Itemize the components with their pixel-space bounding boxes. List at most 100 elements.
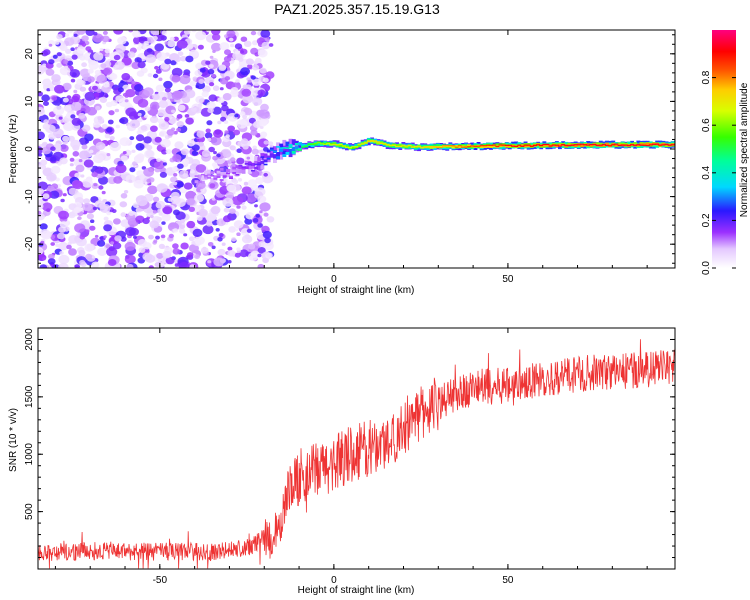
noise-cell xyxy=(124,149,132,156)
noise-cell xyxy=(177,163,184,169)
noise-cell xyxy=(263,212,269,217)
snr-frame xyxy=(37,327,676,570)
noise-cell xyxy=(161,213,171,222)
noise-cell xyxy=(84,243,95,252)
noise-cell xyxy=(259,67,267,74)
noise-cell xyxy=(109,73,118,80)
signal-cell xyxy=(457,146,462,149)
noise-cell xyxy=(76,78,84,86)
signal-cell xyxy=(592,143,597,146)
signal-cell xyxy=(642,143,647,146)
noise-cell xyxy=(157,109,166,117)
noise-cell xyxy=(264,237,271,244)
noise-cell xyxy=(85,229,90,233)
noise-cell xyxy=(251,78,261,86)
noise-cell xyxy=(72,151,80,157)
noise-cell xyxy=(68,187,78,195)
noise-cell xyxy=(155,68,162,74)
noise-cell xyxy=(118,97,130,107)
noise-cell xyxy=(137,239,147,247)
noise-cell xyxy=(42,63,47,68)
noise-cell xyxy=(122,92,128,97)
signal-cell xyxy=(363,142,368,144)
snr-xlabel: Height of straight line (km) xyxy=(298,585,415,596)
noise-cell xyxy=(142,217,150,225)
noise-cell xyxy=(79,68,90,78)
noise-cell xyxy=(191,107,197,112)
noise-cell xyxy=(68,212,76,219)
noise-cell xyxy=(46,208,51,213)
noise-cell xyxy=(192,228,203,237)
noise-cell xyxy=(245,212,255,220)
noise-cell xyxy=(240,67,251,76)
signal-cell xyxy=(517,144,522,146)
noise-cell xyxy=(219,42,230,51)
noise-cell xyxy=(124,254,136,264)
signal-cell xyxy=(667,144,672,146)
noise-cell xyxy=(180,242,189,250)
signal-cell xyxy=(398,144,403,147)
signal-cell xyxy=(298,142,302,146)
noise-cell xyxy=(163,80,173,89)
noise-cell xyxy=(176,181,184,188)
noise-cell xyxy=(221,104,229,112)
noise-cell xyxy=(234,114,239,118)
signal-cell xyxy=(589,144,594,147)
noise-cell xyxy=(234,252,241,258)
signal-cell xyxy=(423,146,428,148)
signal-cell xyxy=(514,145,519,147)
noise-cell xyxy=(242,114,248,119)
noise-cell xyxy=(241,88,252,97)
signal-cell xyxy=(670,144,675,146)
signal-cell xyxy=(567,145,572,147)
signal-cell xyxy=(247,163,252,166)
noise-cell xyxy=(126,263,134,268)
noise-cell xyxy=(263,172,269,177)
y-tick-label: 500 xyxy=(24,503,35,520)
signal-cell xyxy=(407,144,412,147)
noise-cell xyxy=(106,153,111,157)
noise-cell xyxy=(125,174,136,184)
signal-cell xyxy=(523,145,528,148)
signal-cell xyxy=(247,167,252,174)
noise-cell xyxy=(70,102,82,111)
signal-cell xyxy=(298,149,302,151)
signal-cell xyxy=(313,142,318,144)
signal-cell xyxy=(301,146,306,148)
noise-cell xyxy=(169,36,175,42)
noise-cell xyxy=(74,264,80,268)
noise-cell xyxy=(198,79,205,84)
noise-cell xyxy=(46,172,57,182)
y-tick-label: 20 xyxy=(24,48,35,60)
noise-cell xyxy=(120,80,124,84)
noise-cell xyxy=(62,97,69,103)
noise-cell xyxy=(62,59,69,65)
signal-cell xyxy=(558,145,562,147)
signal-cell xyxy=(439,146,443,149)
noise-cell xyxy=(145,144,153,151)
signal-cell xyxy=(520,144,525,147)
signal-cell xyxy=(216,173,221,177)
noise-cell xyxy=(106,247,118,257)
noise-cell xyxy=(227,125,235,132)
signal-cell xyxy=(598,144,603,146)
noise-cell xyxy=(202,224,214,235)
signal-cell xyxy=(232,169,237,174)
signal-cell xyxy=(498,144,503,146)
signal-cell xyxy=(279,143,284,148)
noise-cell xyxy=(236,157,245,165)
noise-cell xyxy=(235,79,240,83)
noise-cell xyxy=(157,209,162,213)
noise-cell xyxy=(222,150,232,158)
noise-cell xyxy=(257,247,266,254)
x-tick-label: -50 xyxy=(153,575,168,586)
noise-cell xyxy=(223,207,230,213)
noise-cell xyxy=(161,30,168,36)
noise-cell xyxy=(62,82,72,91)
signal-cell xyxy=(410,146,415,148)
noise-cell xyxy=(103,224,112,232)
noise-cell xyxy=(246,64,253,70)
noise-cell xyxy=(239,249,249,258)
noise-cell xyxy=(102,30,108,35)
noise-cell xyxy=(164,58,172,65)
